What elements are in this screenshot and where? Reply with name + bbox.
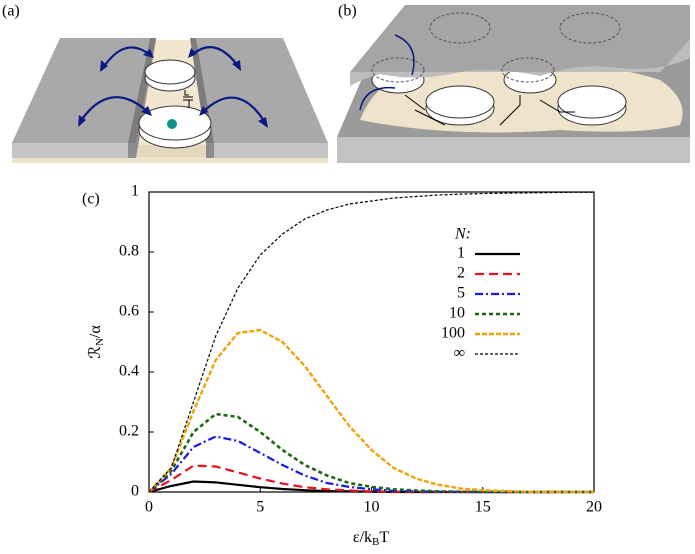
legend-label: 1 [457,245,465,262]
y-tick-label: 0.8 [119,243,139,260]
panel-label: (a) [2,3,20,20]
series-line [148,435,594,494]
y-tick-label: 1 [131,183,139,200]
x-tick-label: 10 [364,499,380,516]
x-axis-label: ε/kBT [353,529,390,548]
series-line [148,191,594,493]
series-line [148,412,594,494]
panel-label: (c) [82,191,100,208]
y-tick-label: 0 [131,483,139,500]
x-tick-label: 20 [586,499,602,516]
x-tick-label: 0 [145,499,153,516]
x-tick-label: 15 [475,499,491,516]
y-tick-label: 0.6 [119,303,139,320]
panel-label: (b) [338,3,357,20]
illustration-a [12,38,328,163]
y-tick-label: 0.4 [119,363,139,380]
y-tick-label: 0.2 [119,423,139,440]
legend-label: 2 [457,265,465,282]
illustration-b [337,5,690,163]
legend-label: 10 [449,305,465,322]
plot-frame [148,191,595,493]
legend-label: 100 [441,325,465,342]
x-tick-label: 5 [256,499,264,516]
y-axis-label: ℛN/α [87,325,106,359]
legend-label: 5 [457,285,465,302]
legend-title: N: [454,226,471,243]
legend-label: ∞ [454,345,465,362]
series-line [148,328,594,494]
